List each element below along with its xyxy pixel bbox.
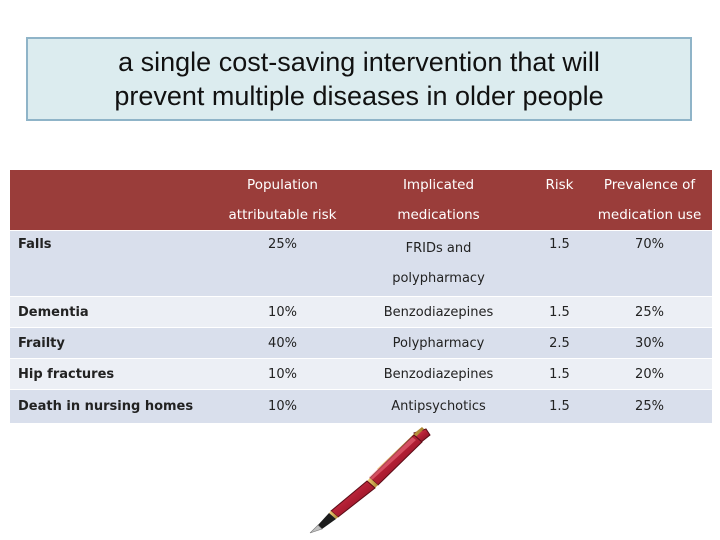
header-prevalence: Prevalence of medication use [587,170,712,231]
row-medications: FRIDs and polypharmacy [345,230,532,297]
risk-table: Population attributable risk Implicated … [10,170,712,423]
row-medications: Benzodiazepines [345,296,532,328]
row-prevalence: 30% [587,327,712,359]
row-condition: Death in nursing homes [10,389,220,423]
row-par: 40% [220,327,345,359]
row-condition: Frailty [10,327,220,359]
row-condition: Dementia [10,296,220,328]
table-row: Dementia 10% Benzodiazepines 1.5 25% [10,296,712,328]
row-risk: 2.5 [532,327,587,359]
table-row: Death in nursing homes 10% Antipsychotic… [10,389,712,423]
row-risk: 1.5 [532,230,587,297]
header-population-attributable-risk: Population attributable risk [220,170,345,231]
row-prevalence: 25% [587,389,712,423]
slide-title-line-1: a single cost-saving intervention that w… [118,47,600,77]
row-condition: Falls [10,230,220,297]
row-medications: Antipsychotics [345,389,532,423]
fountain-pen-icon [309,427,431,534]
row-risk: 1.5 [532,358,587,390]
row-risk: 1.5 [532,389,587,423]
header-implicated-medications: Implicated medications [345,170,532,231]
table-row: Falls 25% FRIDs and polypharmacy 1.5 70% [10,230,712,297]
row-par: 10% [220,296,345,328]
row-par: 10% [220,389,345,423]
table-row: Frailty 40% Polypharmacy 2.5 30% [10,327,712,359]
header-risk: Risk [532,170,587,231]
row-medications: Benzodiazepines [345,358,532,390]
header-condition [10,170,220,231]
table-header-row: Population attributable risk Implicated … [10,170,712,231]
row-par: 25% [220,230,345,297]
row-risk: 1.5 [532,296,587,328]
slide-title-box: a single cost-saving intervention that w… [26,37,692,121]
table-row: Hip fractures 10% Benzodiazepines 1.5 20… [10,358,712,390]
row-condition: Hip fractures [10,358,220,390]
row-prevalence: 20% [587,358,712,390]
row-medications: Polypharmacy [345,327,532,359]
row-prevalence: 25% [587,296,712,328]
row-par: 10% [220,358,345,390]
slide-title-line-2: prevent multiple diseases in older peopl… [114,81,604,111]
row-prevalence: 70% [587,230,712,297]
